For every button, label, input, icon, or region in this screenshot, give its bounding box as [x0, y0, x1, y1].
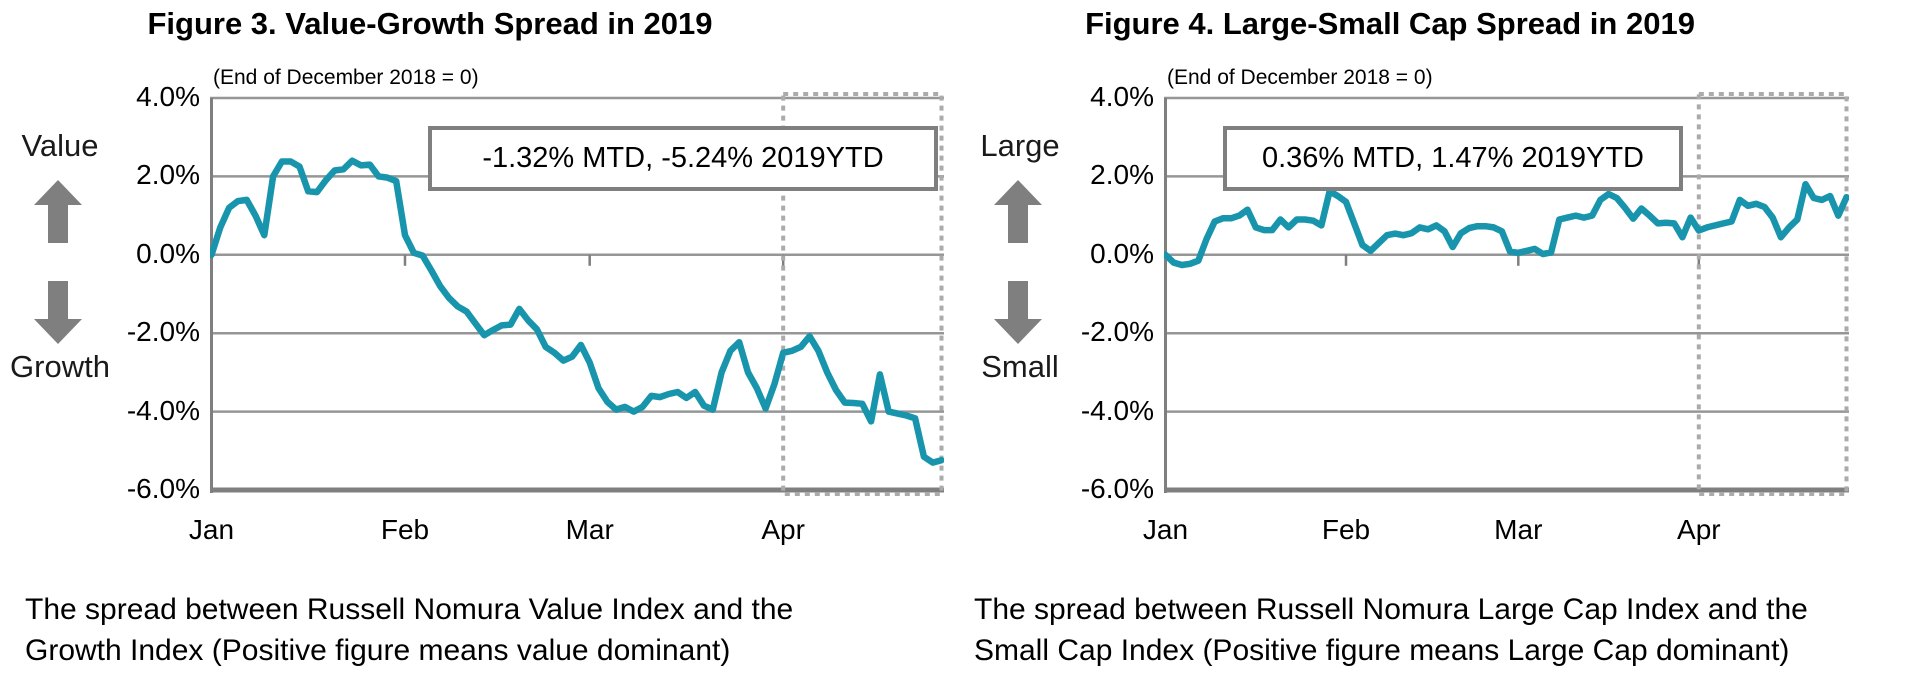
up-arrow-icon	[994, 180, 1042, 243]
figure4-panel: Figure 4. Large-Small Cap Spread in 2019…	[960, 0, 1920, 679]
y-tick-label: -6.0%	[1080, 473, 1154, 504]
caption-line-1: The spread between Russell Nomura Value …	[25, 593, 794, 626]
figure3-panel: Figure 3. Value-Growth Spread in 2019 (E…	[0, 6, 950, 671]
caption-line-2: Growth Index (Positive figure means valu…	[25, 634, 731, 667]
x-tick-label: Feb	[380, 514, 430, 545]
highlight-region	[1696, 92, 1849, 496]
plot-area	[208, 92, 945, 529]
up-arrow-icon	[34, 180, 82, 243]
chart-subtitle: (End of December 2018 = 0)	[1167, 66, 1433, 89]
x-axis-labels: Jan Feb Mar Apr	[1143, 514, 1849, 550]
x-tick-label: Jan	[188, 514, 235, 545]
figure-caption: The spread between Russell Nomura Large …	[974, 589, 1914, 671]
x-tick-label: Mar	[1494, 514, 1543, 545]
chart-title: Figure 3. Value-Growth Spread in 2019	[147, 6, 713, 41]
figure-caption: The spread between Russell Nomura Value …	[25, 589, 950, 671]
caption-line-2: Small Cap Index (Positive figure means L…	[974, 634, 1790, 667]
x-tick-label: Apr	[761, 514, 805, 545]
y-tick-label: -6.0%	[126, 473, 200, 504]
x-axis-labels: Jan Feb Mar Apr	[189, 514, 944, 550]
direction-label-down: Growth	[10, 349, 110, 384]
plot-area	[1162, 92, 1850, 529]
down-arrow-icon	[994, 281, 1042, 344]
spread-line	[1162, 180, 1850, 269]
spread-line	[208, 157, 945, 466]
y-tick-label: 4.0%	[1090, 81, 1154, 112]
chart-title: Figure 4. Large-Small Cap Spread in 2019	[1085, 6, 1695, 41]
direction-label-up: Value	[21, 128, 99, 163]
annotation-box: -1.32% MTD, -5.24% 2019YTD	[428, 126, 938, 191]
spread-line-chart	[208, 92, 945, 496]
y-axis-labels: 4.0% 2.0% 0.0% -2.0% -4.0% -6.0%	[0, 81, 200, 522]
y-tick-label: -4.0%	[126, 394, 200, 426]
y-tick-label: -2.0%	[1080, 316, 1154, 348]
y-tick-label: -4.0%	[1080, 394, 1154, 426]
direction-label-up: Large	[980, 128, 1060, 163]
y-tick-label: 4.0%	[136, 81, 200, 112]
caption-line-1: The spread between Russell Nomura Large …	[974, 593, 1808, 626]
y-tick-label: 0.0%	[1090, 237, 1154, 269]
y-tick-label: 0.0%	[136, 237, 200, 269]
y-axis-labels: 4.0% 2.0% 0.0% -2.0% -4.0% -6.0%	[960, 81, 1154, 522]
x-tick-label: Apr	[1677, 514, 1721, 545]
x-tick-label: Mar	[565, 514, 614, 545]
y-tick-label: 2.0%	[1090, 159, 1154, 191]
y-tick-label: 2.0%	[136, 159, 200, 191]
spread-line-chart	[1162, 92, 1850, 496]
y-tick-label: -2.0%	[126, 316, 200, 348]
chart-subtitle: (End of December 2018 = 0)	[213, 66, 479, 89]
direction-label-down: Small	[981, 349, 1059, 384]
annotation-box: 0.36% MTD, 1.47% 2019YTD	[1223, 126, 1683, 191]
x-tick-label: Feb	[1321, 514, 1371, 545]
down-arrow-icon	[34, 281, 82, 344]
x-tick-label: Jan	[1142, 514, 1189, 545]
